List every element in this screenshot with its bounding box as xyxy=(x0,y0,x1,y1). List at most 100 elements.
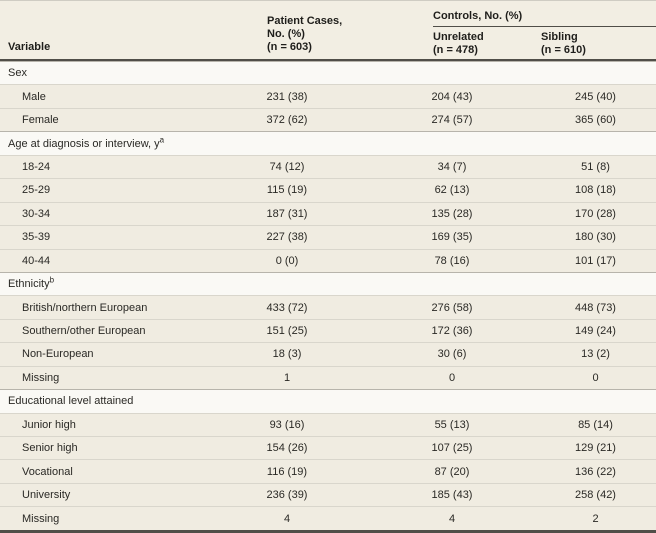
cell-unrelated: 185 (43) xyxy=(431,489,473,502)
cell-sibling: 365 (60) xyxy=(575,114,616,127)
cell-sibling: 136 (22) xyxy=(575,465,616,478)
table-row: Missing 1 0 0 xyxy=(0,365,656,390)
patient-cases-line-2: No. (%) xyxy=(267,28,305,40)
row-label: 18-24 xyxy=(22,160,51,173)
cell-unrelated: 62 (13) xyxy=(434,184,470,197)
table-row: 25-29 115 (19) 62 (13) 108 (18) xyxy=(0,178,656,202)
sibling-line-2: (n = 610) xyxy=(541,44,586,56)
cell-unrelated: 34 (7) xyxy=(437,160,467,173)
cell-patient-cases: 227 (38) xyxy=(266,231,308,244)
section-header-row: Age at diagnosis or interview, ya xyxy=(0,132,656,155)
column-header-unrelated: Unrelated (n = 478) xyxy=(433,31,541,57)
row-label: Missing xyxy=(22,512,60,525)
table-row: 30-34 187 (31) 135 (28) 170 (28) xyxy=(0,201,656,226)
column-header-sibling: Sibling (n = 610) xyxy=(541,31,656,57)
table-row: Non-European 18 (3) 30 (6) 13 (2) xyxy=(0,342,656,366)
cell-patient-cases: 236 (39) xyxy=(266,489,308,502)
section-sex: Sex Male 231 (38) 204 (43) 245 (40) Fema… xyxy=(0,61,656,132)
table-row: Male 231 (38) 204 (43) 245 (40) xyxy=(0,84,656,108)
cell-patient-cases: 4 xyxy=(283,512,291,525)
cell-patient-cases: 93 (16) xyxy=(269,418,305,431)
row-label: 40-44 xyxy=(22,254,51,267)
section-education: Educational level attained Junior high 9… xyxy=(0,389,656,530)
section-header-row: Educational level attained xyxy=(0,390,656,413)
row-label: 35-39 xyxy=(22,231,51,244)
cell-unrelated: 107 (25) xyxy=(431,442,473,455)
controls-subheaders: Unrelated (n = 478) Sibling (n = 610) xyxy=(433,27,656,57)
cell-patient-cases: 18 (3) xyxy=(272,348,302,361)
cell-unrelated: 30 (6) xyxy=(437,348,467,361)
cell-sibling: 149 (24) xyxy=(575,325,616,338)
section-age: Age at diagnosis or interview, ya 18-24 … xyxy=(0,131,656,272)
row-label: Male xyxy=(22,90,46,103)
column-header-controls-group: Controls, No. (%) Unrelated (n = 478) Si… xyxy=(433,1,656,59)
section-label: Educational level attained xyxy=(8,395,134,408)
cell-unrelated: 55 (13) xyxy=(434,418,470,431)
cell-patient-cases: 154 (26) xyxy=(266,442,308,455)
table-row: Junior high 93 (16) 55 (13) 85 (14) xyxy=(0,412,656,436)
unrelated-line-1: Unrelated xyxy=(433,31,484,43)
row-label: 25-29 xyxy=(22,184,51,197)
row-label: British/northern European xyxy=(22,301,148,314)
table-row: Senior high 154 (26) 107 (25) 129 (21) xyxy=(0,436,656,460)
row-label: Female xyxy=(22,114,59,127)
cell-patient-cases: 151 (25) xyxy=(266,325,308,338)
table-row: University 236 (39) 185 (43) 258 (42) xyxy=(0,482,656,507)
table-row: Southern/other European 151 (25) 172 (36… xyxy=(0,318,656,343)
cell-unrelated: 87 (20) xyxy=(434,465,470,478)
row-label: Missing xyxy=(22,371,60,384)
cell-sibling: 101 (17) xyxy=(575,254,616,267)
cell-patient-cases: 74 (12) xyxy=(269,160,305,173)
table-row: 35-39 227 (38) 169 (35) 180 (30) xyxy=(0,225,656,249)
cell-unrelated: 276 (58) xyxy=(431,301,473,314)
table-row: Vocational 116 (19) 87 (20) 136 (22) xyxy=(0,459,656,483)
footnote-marker-b: b xyxy=(49,275,55,285)
cell-sibling: 245 (40) xyxy=(575,90,616,103)
cell-sibling: 2 xyxy=(592,512,599,525)
cell-sibling: 85 (14) xyxy=(578,418,613,431)
cell-patient-cases: 433 (72) xyxy=(266,301,308,314)
cell-patient-cases: 116 (19) xyxy=(266,465,308,478)
column-header-variable: Variable xyxy=(8,41,51,53)
section-label: Ethnicity xyxy=(8,278,50,291)
cell-patient-cases: 115 (19) xyxy=(266,184,308,197)
sibling-line-1: Sibling xyxy=(541,31,578,43)
row-label: Non-European xyxy=(22,348,94,361)
cell-unrelated: 172 (36) xyxy=(431,325,473,338)
cell-sibling: 448 (73) xyxy=(575,301,616,314)
cell-unrelated: 78 (16) xyxy=(434,254,470,267)
cell-unrelated: 169 (35) xyxy=(431,231,473,244)
section-ethnicity: Ethnicityb British/northern European 433… xyxy=(0,271,656,390)
table-row: Female 372 (62) 274 (57) 365 (60) xyxy=(0,107,656,132)
row-label: 30-34 xyxy=(22,207,51,220)
table-header: Variable Patient Cases, No. (%) (n = 603… xyxy=(0,1,656,61)
column-header-patient-cases: Patient Cases, No. (%) (n = 603) xyxy=(252,15,420,59)
row-label: Southern/other European xyxy=(22,325,146,338)
cell-sibling: 13 (2) xyxy=(581,348,610,361)
table-row: 40-44 0 (0) 78 (16) 101 (17) xyxy=(0,248,656,272)
section-label: Sex xyxy=(8,67,27,80)
cell-sibling: 0 xyxy=(592,371,599,384)
section-header-row: Sex xyxy=(0,62,656,85)
cell-sibling: 180 (30) xyxy=(575,231,616,244)
row-label: Vocational xyxy=(22,465,73,478)
row-label: University xyxy=(22,489,71,502)
cell-unrelated: 274 (57) xyxy=(431,114,473,127)
cell-patient-cases: 0 (0) xyxy=(275,254,299,267)
cell-sibling: 129 (21) xyxy=(575,442,616,455)
section-label: Age at diagnosis or interview, y xyxy=(8,137,160,150)
cell-sibling: 170 (28) xyxy=(575,207,616,220)
cell-unrelated: 204 (43) xyxy=(431,90,473,103)
cell-unrelated: 0 xyxy=(448,371,456,384)
patient-cases-line-3: (n = 603) xyxy=(267,41,312,53)
patient-cases-line-1: Patient Cases, xyxy=(267,15,343,27)
section-header-row: Ethnicityb xyxy=(0,272,656,296)
cell-patient-cases: 187 (31) xyxy=(266,207,308,220)
row-label: Senior high xyxy=(22,442,78,455)
cell-patient-cases: 1 xyxy=(283,371,291,384)
table-row: Missing 4 4 2 xyxy=(0,506,656,530)
footnote-marker-a: a xyxy=(159,134,165,144)
row-label: Junior high xyxy=(22,418,76,431)
controls-group-title: Controls, No. (%) xyxy=(433,1,656,27)
